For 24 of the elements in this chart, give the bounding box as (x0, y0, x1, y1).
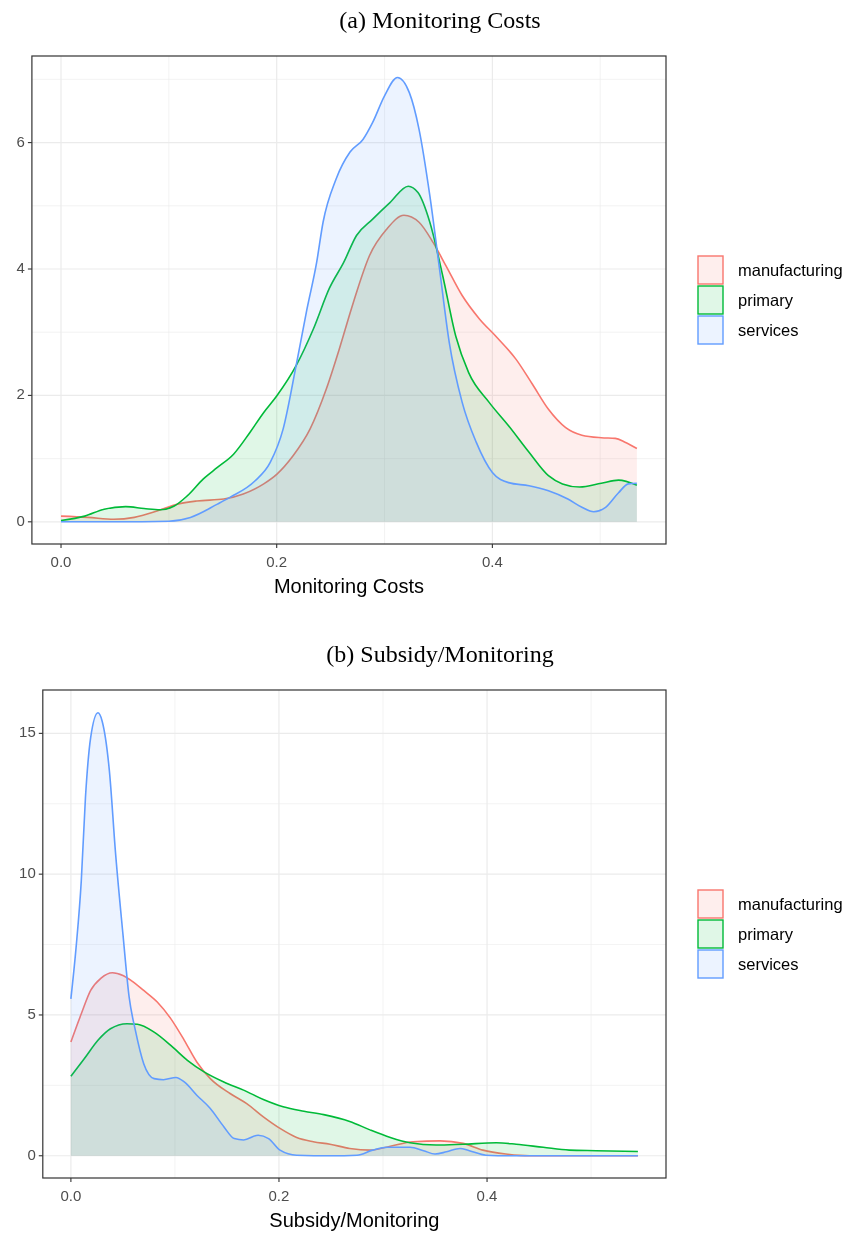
x-axis-title: Monitoring Costs (273, 575, 424, 597)
chart-title: (a) Monitoring Costs (339, 7, 541, 33)
legend-label: primary (738, 290, 794, 309)
chart-title: (b) Subsidy/Monitoring (326, 641, 554, 667)
y-tick-label: 2 (16, 385, 25, 403)
x-tick-label: 0.2 (266, 552, 288, 570)
y-tick-label: 6 (16, 132, 25, 150)
y-tick-label: 4 (16, 258, 25, 276)
x-axis-title: Subsidy/Monitoring (269, 1209, 440, 1231)
legend-label: primary (738, 924, 794, 943)
y-tick-label: 5 (27, 1004, 36, 1022)
y-tick-label: 15 (19, 723, 36, 741)
x-tick-label: 0.0 (50, 552, 72, 570)
x-tick-label: 0.4 (476, 1186, 498, 1204)
x-tick-label: 0.0 (60, 1186, 82, 1204)
y-tick-label: 0 (16, 511, 25, 529)
legend-label: services (738, 320, 799, 339)
y-tick-label: 10 (19, 864, 36, 882)
legend-label: services (738, 954, 799, 973)
x-tick-label: 0.2 (268, 1186, 290, 1204)
legend-label: manufacturing (738, 260, 843, 279)
y-tick-label: 0 (27, 1145, 36, 1163)
legend-label: manufacturing (738, 894, 843, 913)
x-tick-label: 0.4 (481, 552, 503, 570)
